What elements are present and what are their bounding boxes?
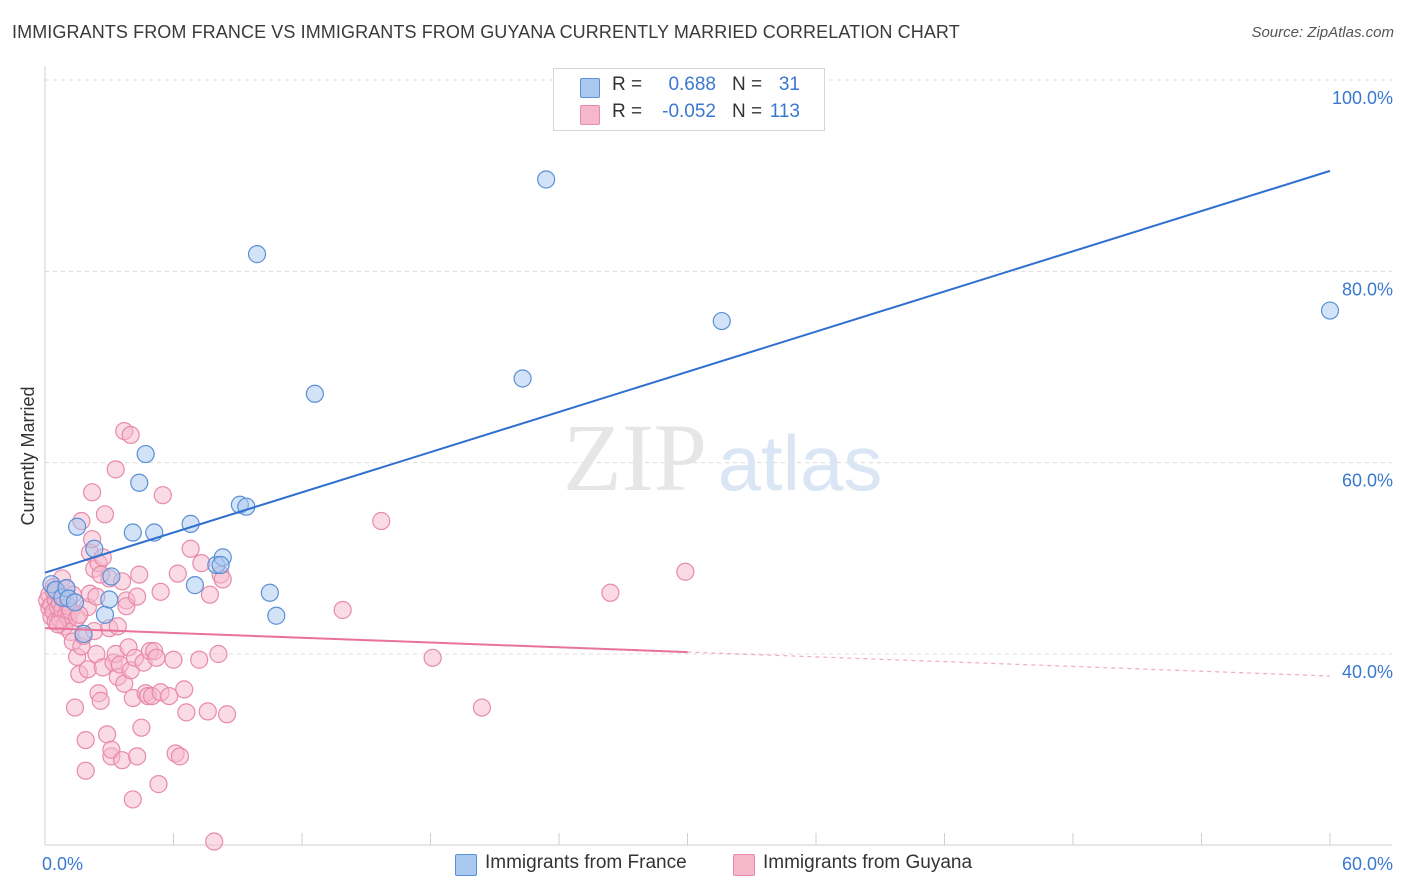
- guyana-point: [175, 680, 194, 699]
- france-point: [123, 523, 142, 542]
- guyana-point: [198, 702, 217, 721]
- trend-line-guyana: [44, 627, 688, 654]
- guyana-point: [98, 725, 117, 744]
- france-point: [1320, 301, 1340, 320]
- france-point: [95, 605, 115, 624]
- x-tick-labels: 0.0% 60.0%: [42, 854, 1393, 874]
- guyana-point: [164, 650, 183, 669]
- guyana-point: [205, 832, 224, 851]
- guyana-legend-swatch: [733, 854, 755, 876]
- france-swatch: [580, 78, 600, 98]
- guyana-point: [78, 660, 97, 679]
- y-tick-label: 40.0%: [1342, 662, 1393, 682]
- guyana-point: [200, 585, 220, 604]
- guyana-point: [160, 686, 179, 706]
- y-tick-label: 80.0%: [1342, 279, 1393, 299]
- guyana-point: [423, 648, 442, 667]
- guyana-point: [147, 648, 166, 667]
- guyana-point: [149, 775, 168, 794]
- guyana-point: [153, 486, 172, 505]
- france-legend-label: Immigrants from France: [485, 852, 687, 873]
- france-point: [185, 576, 205, 595]
- guyana-point: [76, 730, 95, 750]
- guyana-point: [65, 698, 85, 717]
- guyana-point: [127, 747, 147, 766]
- guyana-n-label: N =: [732, 101, 763, 122]
- x-tick-label: 60.0%: [1342, 854, 1393, 874]
- guyana-point: [112, 751, 132, 770]
- guyana-point: [217, 705, 237, 724]
- guyana-legend-label: Immigrants from Guyana: [763, 852, 973, 873]
- france-r-value: 0.688: [668, 74, 716, 95]
- france-point: [74, 624, 93, 644]
- watermark-atlas: atlas: [718, 419, 883, 507]
- france-point: [100, 590, 119, 609]
- guyana-point: [170, 747, 190, 766]
- guyana-point: [190, 650, 209, 669]
- y-tick-labels: 100.0% 80.0% 60.0% 40.0%: [1332, 88, 1393, 682]
- guyana-point: [91, 691, 110, 710]
- guyana-swatch: [580, 105, 600, 125]
- france-point: [513, 369, 532, 388]
- guyana-point: [48, 615, 67, 634]
- france-legend-swatch: [455, 854, 477, 876]
- france-point: [305, 384, 324, 403]
- guyana-point: [151, 582, 170, 601]
- guyana-point: [106, 460, 125, 479]
- france-n-label: N =: [732, 74, 763, 95]
- guyana-point: [676, 562, 695, 581]
- france-point: [136, 444, 155, 464]
- chart-title: IMMIGRANTS FROM FRANCE VS IMMIGRANTS FRO…: [12, 22, 960, 42]
- guyana-point: [123, 790, 142, 809]
- guyana-point: [168, 564, 187, 583]
- trend-lines: [44, 169, 1331, 677]
- guyana-point: [76, 761, 95, 780]
- france-point: [247, 245, 267, 264]
- guyana-point: [372, 511, 391, 531]
- guyana-r-label: R =: [612, 101, 643, 122]
- france-point: [68, 517, 87, 536]
- france-point: [102, 567, 121, 586]
- guyana-point: [601, 583, 620, 602]
- legend-row-guyana: R = -0.052 N = 113: [554, 101, 824, 127]
- trend-line-france: [44, 169, 1331, 574]
- france-n-value: 31: [778, 74, 800, 95]
- france-point: [260, 583, 279, 602]
- guyana-point: [130, 565, 149, 584]
- watermark-zip: ZIP: [563, 404, 707, 511]
- correlation-legend: R = 0.688 N = 31 R = -0.052 N = 113: [553, 68, 825, 131]
- guyana-point: [181, 539, 200, 558]
- guyana-point: [132, 718, 151, 737]
- y-tick-label: 100.0%: [1332, 88, 1393, 108]
- guyana-point: [209, 644, 228, 664]
- guyana-point: [333, 600, 352, 620]
- guyana-point: [127, 587, 147, 606]
- trend-line-extension: [687, 651, 1331, 677]
- guyana-point: [192, 554, 211, 573]
- source-label: Source: ZipAtlas.com: [1251, 24, 1394, 41]
- guyana-point: [95, 505, 115, 524]
- guyana-point: [83, 483, 102, 502]
- x-tick-label: 0.0%: [42, 854, 83, 874]
- y-axis-label: Currently Married: [18, 386, 38, 525]
- france-point: [211, 555, 230, 575]
- y-tick-label: 60.0%: [1342, 471, 1393, 491]
- france-point: [130, 473, 149, 492]
- france-point: [267, 606, 286, 625]
- legend-row-france: R = 0.688 N = 31: [554, 74, 824, 100]
- grid-lines: [45, 79, 1392, 655]
- france-point: [65, 593, 85, 612]
- guyana-point: [472, 698, 491, 717]
- guyana-point: [121, 425, 140, 445]
- axes: [44, 66, 1392, 846]
- guyana-point: [177, 703, 196, 722]
- guyana-n-value: 113: [769, 101, 800, 122]
- france-point: [537, 170, 556, 189]
- france-r-label: R =: [612, 74, 643, 95]
- france-point: [712, 311, 731, 331]
- guyana-r-value: -0.052: [662, 101, 716, 122]
